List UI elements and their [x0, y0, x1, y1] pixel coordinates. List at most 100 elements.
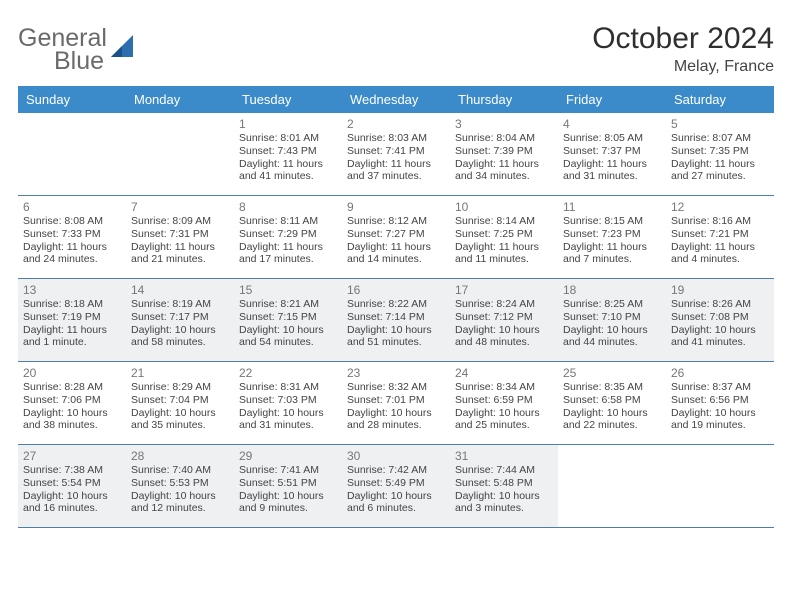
calendar-cell: 5Sunrise: 8:07 AMSunset: 7:35 PMDaylight…: [666, 113, 774, 195]
day-header-thursday: Thursday: [450, 86, 558, 113]
sunset-text: Sunset: 7:37 PM: [563, 145, 661, 158]
week-row: 6Sunrise: 8:08 AMSunset: 7:33 PMDaylight…: [18, 196, 774, 279]
cell-info: Sunrise: 8:32 AMSunset: 7:01 PMDaylight:…: [347, 381, 445, 432]
calendar-cell: 23Sunrise: 8:32 AMSunset: 7:01 PMDayligh…: [342, 362, 450, 444]
sunset-text: Sunset: 7:08 PM: [671, 311, 769, 324]
sunset-text: Sunset: 7:17 PM: [131, 311, 229, 324]
sunset-text: Sunset: 7:06 PM: [23, 394, 121, 407]
calendar-cell: 29Sunrise: 7:41 AMSunset: 5:51 PMDayligh…: [234, 445, 342, 527]
daylight-text: Daylight: 11 hours and 11 minutes.: [455, 241, 553, 267]
cell-info: Sunrise: 8:26 AMSunset: 7:08 PMDaylight:…: [671, 298, 769, 349]
calendar-cell: 14Sunrise: 8:19 AMSunset: 7:17 PMDayligh…: [126, 279, 234, 361]
logo-text: General Blue: [18, 26, 107, 74]
sunset-text: Sunset: 5:54 PM: [23, 477, 121, 490]
cell-info: Sunrise: 8:21 AMSunset: 7:15 PMDaylight:…: [239, 298, 337, 349]
week-row: 13Sunrise: 8:18 AMSunset: 7:19 PMDayligh…: [18, 279, 774, 362]
cell-info: Sunrise: 8:16 AMSunset: 7:21 PMDaylight:…: [671, 215, 769, 266]
day-number: 26: [671, 366, 769, 380]
cell-info: Sunrise: 7:38 AMSunset: 5:54 PMDaylight:…: [23, 464, 121, 515]
sunset-text: Sunset: 5:48 PM: [455, 477, 553, 490]
day-number: 23: [347, 366, 445, 380]
day-number: 9: [347, 200, 445, 214]
daylight-text: Daylight: 11 hours and 34 minutes.: [455, 158, 553, 184]
sunrise-text: Sunrise: 8:19 AM: [131, 298, 229, 311]
calendar-cell-empty: [126, 113, 234, 195]
daylight-text: Daylight: 11 hours and 7 minutes.: [563, 241, 661, 267]
daylight-text: Daylight: 11 hours and 37 minutes.: [347, 158, 445, 184]
sunrise-text: Sunrise: 8:14 AM: [455, 215, 553, 228]
week-row: 1Sunrise: 8:01 AMSunset: 7:43 PMDaylight…: [18, 113, 774, 196]
daylight-text: Daylight: 10 hours and 22 minutes.: [563, 407, 661, 433]
day-header-wednesday: Wednesday: [342, 86, 450, 113]
sunrise-text: Sunrise: 8:04 AM: [455, 132, 553, 145]
calendar-cell: 21Sunrise: 8:29 AMSunset: 7:04 PMDayligh…: [126, 362, 234, 444]
daylight-text: Daylight: 10 hours and 12 minutes.: [131, 490, 229, 516]
daylight-text: Daylight: 10 hours and 25 minutes.: [455, 407, 553, 433]
cell-info: Sunrise: 8:29 AMSunset: 7:04 PMDaylight:…: [131, 381, 229, 432]
calendar-cell: 12Sunrise: 8:16 AMSunset: 7:21 PMDayligh…: [666, 196, 774, 278]
daylight-text: Daylight: 11 hours and 24 minutes.: [23, 241, 121, 267]
day-number: 1: [239, 117, 337, 131]
page-subtitle: Melay, France: [592, 58, 774, 76]
sunrise-text: Sunrise: 8:29 AM: [131, 381, 229, 394]
daylight-text: Daylight: 10 hours and 6 minutes.: [347, 490, 445, 516]
sunset-text: Sunset: 7:23 PM: [563, 228, 661, 241]
cell-info: Sunrise: 8:37 AMSunset: 6:56 PMDaylight:…: [671, 381, 769, 432]
day-number: 10: [455, 200, 553, 214]
day-number: 5: [671, 117, 769, 131]
sunset-text: Sunset: 6:59 PM: [455, 394, 553, 407]
daylight-text: Daylight: 10 hours and 38 minutes.: [23, 407, 121, 433]
day-number: 27: [23, 449, 121, 463]
daylight-text: Daylight: 11 hours and 17 minutes.: [239, 241, 337, 267]
daylight-text: Daylight: 10 hours and 35 minutes.: [131, 407, 229, 433]
sunset-text: Sunset: 7:39 PM: [455, 145, 553, 158]
sunrise-text: Sunrise: 8:08 AM: [23, 215, 121, 228]
sunrise-text: Sunrise: 8:15 AM: [563, 215, 661, 228]
cell-info: Sunrise: 8:35 AMSunset: 6:58 PMDaylight:…: [563, 381, 661, 432]
calendar-cell: 28Sunrise: 7:40 AMSunset: 5:53 PMDayligh…: [126, 445, 234, 527]
calendar-cell: 6Sunrise: 8:08 AMSunset: 7:33 PMDaylight…: [18, 196, 126, 278]
sunset-text: Sunset: 7:04 PM: [131, 394, 229, 407]
daylight-text: Daylight: 11 hours and 21 minutes.: [131, 241, 229, 267]
cell-info: Sunrise: 8:05 AMSunset: 7:37 PMDaylight:…: [563, 132, 661, 183]
cell-info: Sunrise: 8:08 AMSunset: 7:33 PMDaylight:…: [23, 215, 121, 266]
sunrise-text: Sunrise: 8:11 AM: [239, 215, 337, 228]
sunrise-text: Sunrise: 8:31 AM: [239, 381, 337, 394]
sunrise-text: Sunrise: 7:41 AM: [239, 464, 337, 477]
day-number: 25: [563, 366, 661, 380]
daylight-text: Daylight: 10 hours and 41 minutes.: [671, 324, 769, 350]
calendar-cell-empty: [18, 113, 126, 195]
sunset-text: Sunset: 6:58 PM: [563, 394, 661, 407]
calendar-cell: 9Sunrise: 8:12 AMSunset: 7:27 PMDaylight…: [342, 196, 450, 278]
weeks-container: 1Sunrise: 8:01 AMSunset: 7:43 PMDaylight…: [18, 113, 774, 528]
day-header-sunday: Sunday: [18, 86, 126, 113]
sunrise-text: Sunrise: 8:35 AM: [563, 381, 661, 394]
day-header-tuesday: Tuesday: [234, 86, 342, 113]
sunrise-text: Sunrise: 8:25 AM: [563, 298, 661, 311]
cell-info: Sunrise: 7:42 AMSunset: 5:49 PMDaylight:…: [347, 464, 445, 515]
cell-info: Sunrise: 8:03 AMSunset: 7:41 PMDaylight:…: [347, 132, 445, 183]
daylight-text: Daylight: 10 hours and 28 minutes.: [347, 407, 445, 433]
cell-info: Sunrise: 8:31 AMSunset: 7:03 PMDaylight:…: [239, 381, 337, 432]
day-number: 11: [563, 200, 661, 214]
day-number: 19: [671, 283, 769, 297]
daylight-text: Daylight: 10 hours and 48 minutes.: [455, 324, 553, 350]
daylight-text: Daylight: 10 hours and 54 minutes.: [239, 324, 337, 350]
sunset-text: Sunset: 6:56 PM: [671, 394, 769, 407]
day-number: 7: [131, 200, 229, 214]
calendar-grid: Sunday Monday Tuesday Wednesday Thursday…: [18, 86, 774, 528]
cell-info: Sunrise: 8:04 AMSunset: 7:39 PMDaylight:…: [455, 132, 553, 183]
cell-info: Sunrise: 8:19 AMSunset: 7:17 PMDaylight:…: [131, 298, 229, 349]
calendar-cell: 8Sunrise: 8:11 AMSunset: 7:29 PMDaylight…: [234, 196, 342, 278]
day-number: 20: [23, 366, 121, 380]
calendar-cell: 26Sunrise: 8:37 AMSunset: 6:56 PMDayligh…: [666, 362, 774, 444]
calendar-cell: 3Sunrise: 8:04 AMSunset: 7:39 PMDaylight…: [450, 113, 558, 195]
sunrise-text: Sunrise: 8:18 AM: [23, 298, 121, 311]
sunset-text: Sunset: 7:41 PM: [347, 145, 445, 158]
day-header-monday: Monday: [126, 86, 234, 113]
calendar-cell: 25Sunrise: 8:35 AMSunset: 6:58 PMDayligh…: [558, 362, 666, 444]
daylight-text: Daylight: 11 hours and 31 minutes.: [563, 158, 661, 184]
day-number: 30: [347, 449, 445, 463]
sunset-text: Sunset: 5:49 PM: [347, 477, 445, 490]
day-number: 24: [455, 366, 553, 380]
